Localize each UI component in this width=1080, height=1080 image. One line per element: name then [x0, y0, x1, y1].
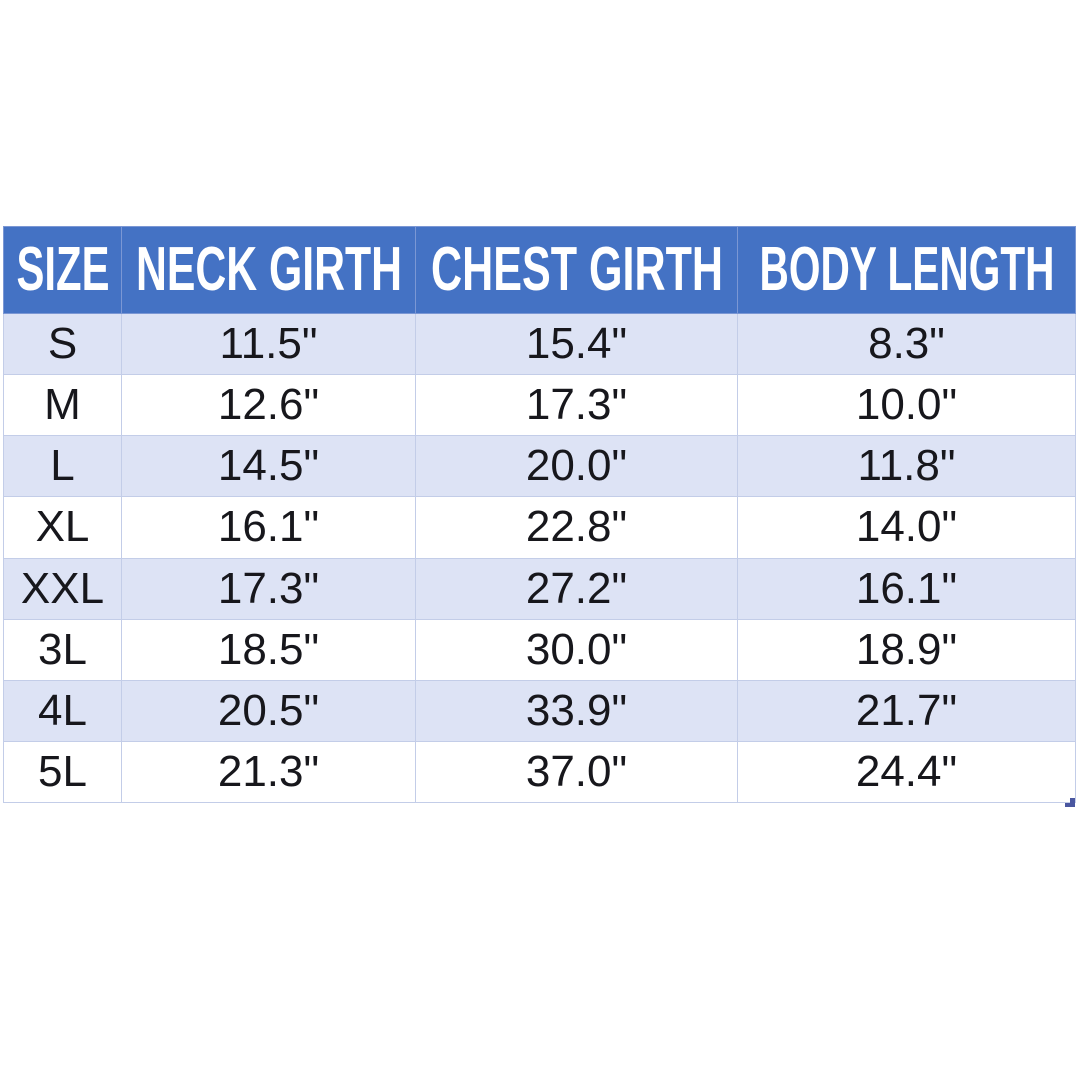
svg-text:BODY LENGTH: BODY LENGTH [760, 235, 1055, 304]
svg-text:NECK GIRTH: NECK GIRTH [136, 235, 402, 304]
svg-text:CHEST GIRTH: CHEST GIRTH [431, 235, 723, 304]
svg-text:SIZE: SIZE [17, 235, 110, 304]
